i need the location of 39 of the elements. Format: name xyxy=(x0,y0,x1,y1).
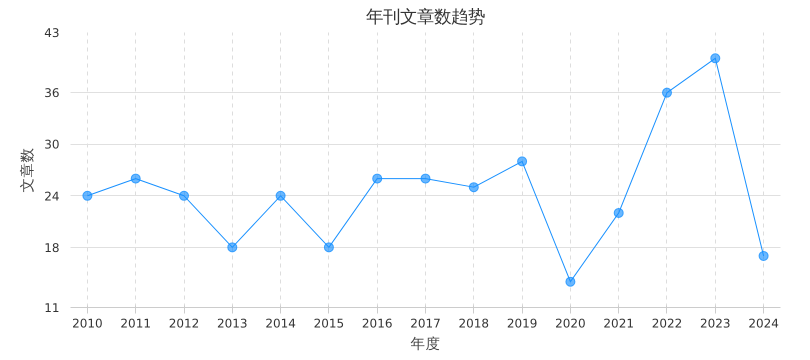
point xyxy=(614,208,624,218)
point xyxy=(758,250,769,261)
x-tick-label: 2019 xyxy=(506,316,538,330)
y-axis-title: 文章数 xyxy=(19,148,36,192)
x-tick-label: 2012 xyxy=(168,316,200,330)
x-tick-label: 2020 xyxy=(555,316,586,330)
x-tick-label: 2017 xyxy=(410,316,441,330)
point xyxy=(468,182,479,192)
y-tick-label: 36 xyxy=(44,86,60,100)
point xyxy=(324,242,334,252)
y-tick-label: 24 xyxy=(44,189,60,204)
y-tick-label: 43 xyxy=(44,26,60,40)
point xyxy=(179,190,190,201)
point xyxy=(710,53,720,64)
y-tick-label: 18 xyxy=(44,240,60,255)
x-tick-label: 2011 xyxy=(120,316,151,330)
x-tick-label: 2013 xyxy=(217,316,248,330)
point xyxy=(130,174,141,184)
point xyxy=(420,174,430,184)
point xyxy=(565,276,576,287)
x-tick-label: 2016 xyxy=(362,316,392,330)
x-tick-label: 2022 xyxy=(652,316,682,330)
x-tick-label: 2018 xyxy=(458,316,490,330)
chart-title: 年刊文章数趋势 xyxy=(366,8,485,28)
x-tick-label: 2014 xyxy=(265,316,296,330)
x-tick-label: 2021 xyxy=(603,316,634,330)
x-tick-label: 2024 xyxy=(748,316,779,330)
x-tick-label: 2023 xyxy=(700,316,731,330)
y-tick-label: 30 xyxy=(44,138,60,152)
point xyxy=(517,156,528,166)
point xyxy=(227,242,238,252)
y-tick-label: 11 xyxy=(44,301,60,315)
x-axis-title: 年度 xyxy=(410,336,440,352)
x-tick-label: 2010 xyxy=(72,316,103,330)
x-tick-label: 2015 xyxy=(314,316,344,330)
point xyxy=(662,88,672,98)
point xyxy=(82,190,92,201)
point xyxy=(372,174,382,184)
point xyxy=(276,190,286,201)
